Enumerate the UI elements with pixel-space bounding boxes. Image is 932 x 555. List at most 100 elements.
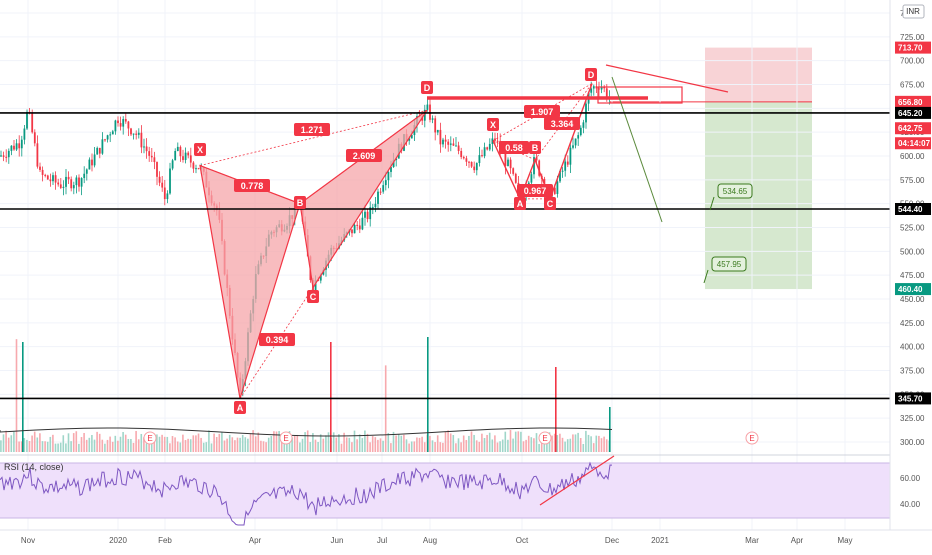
volume-bar-300: [299, 442, 301, 452]
volume-bar-76: [75, 431, 78, 452]
price-badge-5-bg: [895, 202, 931, 215]
candle-body-461: [460, 150, 463, 158]
candle-body-321: [319, 274, 322, 281]
volume-bar-167: [166, 436, 169, 452]
candle-body-63: [62, 186, 65, 188]
candle-body-472: [470, 161, 473, 167]
time-label-10: Mar: [745, 536, 759, 545]
volume-bar-43: [41, 441, 44, 452]
volume-bar-144: [143, 437, 145, 452]
volume-bar-123: [122, 432, 124, 452]
volume-bar-388: [387, 432, 390, 452]
volume-bar-563: [561, 437, 564, 452]
price-axis[interactable]: 750.00725.00700.00675.00650.00625.00600.…: [889, 0, 932, 530]
volume-bar-193: [192, 435, 195, 452]
volume-bar-446: [444, 431, 447, 452]
volume-bar-511: [509, 430, 512, 452]
volume-bar-240: [239, 437, 241, 452]
candle-body-167: [166, 193, 169, 200]
volume-bar-219: [218, 433, 221, 452]
candle-body-175: [174, 150, 177, 161]
volume-bar-321: [319, 434, 322, 452]
volume-bar-352: [351, 442, 353, 452]
volume-bar-599: [598, 435, 600, 452]
volume-bar-297: [296, 434, 299, 452]
volume-spike-3: [555, 367, 557, 452]
volume-bar-19: [18, 441, 20, 452]
candle-body-578: [577, 135, 580, 139]
candle-body-513: [512, 168, 515, 174]
volume-bar-375: [374, 437, 377, 452]
candle-body-360: [358, 225, 361, 230]
candle-body-95: [93, 154, 96, 166]
volume-bar-266: [265, 442, 267, 452]
volume-bar-178: [176, 441, 179, 452]
volume-bar-245: [244, 437, 247, 452]
candle-body-565: [564, 161, 567, 171]
volume-bar-147: [145, 443, 148, 452]
candle-body-370: [369, 207, 372, 220]
grid: [0, 0, 890, 530]
volume-bar-243: [241, 434, 244, 452]
ratio-label-4: 1.271: [301, 125, 324, 135]
volume-bar-344: [343, 432, 345, 452]
candle-body-48: [46, 175, 49, 180]
price-badge-6-bg: [895, 283, 931, 296]
volume-bar-394: [392, 431, 395, 452]
volume-bar-349: [348, 437, 351, 452]
volume-bar-336: [335, 437, 338, 452]
volume-bar-84: [83, 432, 85, 452]
price-badge-7-bg: [895, 392, 931, 405]
candle-body-505: [504, 152, 507, 167]
target-label-2-bg: [711, 256, 747, 272]
volume-bar-69: [67, 433, 70, 452]
currency-box: [902, 4, 925, 19]
candle-body-560: [559, 171, 561, 182]
volume-bar-391: [390, 443, 392, 452]
volume-bar-183: [182, 434, 184, 452]
volume-bar-199: [197, 433, 200, 452]
volume-bar-305: [304, 432, 306, 452]
candle-body-9: [7, 150, 10, 158]
volume-bar-253: [252, 430, 254, 452]
volume-bar-201: [200, 437, 202, 452]
time-label-9: 2021: [651, 536, 669, 545]
candle-body-14: [13, 145, 15, 150]
candle-body-134: [132, 133, 135, 135]
price-badge-5: 544.40: [898, 205, 923, 214]
candle-body-433: [431, 118, 434, 120]
candle-body-11: [10, 145, 13, 151]
price-badge-4-bg: [895, 137, 931, 150]
candle-body-56: [54, 175, 57, 183]
volume-bar-477: [475, 440, 478, 452]
pattern1-point-D: D: [424, 83, 431, 93]
volume-bar-448: [447, 430, 449, 452]
volume-bar-32: [31, 435, 33, 452]
horizontal-lines[interactable]: [0, 112, 890, 400]
volume-bar-6: [5, 430, 7, 452]
time-label-11: Apr: [791, 536, 804, 545]
volume-bar-160: [158, 436, 161, 452]
candle-body-1: [0, 155, 2, 157]
target-label-1: 534.65: [723, 187, 748, 196]
volume-bar-269: [267, 437, 270, 452]
volume-bars: [0, 337, 613, 452]
volume-bar-373: [371, 436, 374, 452]
target-label-1-pointer: [709, 196, 715, 211]
candle-body-66: [65, 176, 67, 187]
time-axis[interactable]: Nov 2020 Feb Apr Jun Jul Aug Oct Dec 2021 Mar Apr Ma…: [0, 529, 932, 545]
volume-bar-368: [366, 433, 369, 452]
candle-body-191: [189, 155, 192, 163]
volume-bar-498: [496, 442, 499, 452]
volume-bar-362: [361, 438, 364, 452]
volume-bar-196: [195, 435, 197, 452]
volume-bar-61: [59, 442, 62, 452]
volume-bar-113: [111, 441, 114, 452]
candle-body-425: [423, 109, 426, 121]
candle-body-409: [408, 138, 411, 141]
volume-bar-326: [325, 435, 327, 452]
volume-bar-490: [488, 432, 491, 452]
volume-bar-417: [416, 437, 418, 452]
